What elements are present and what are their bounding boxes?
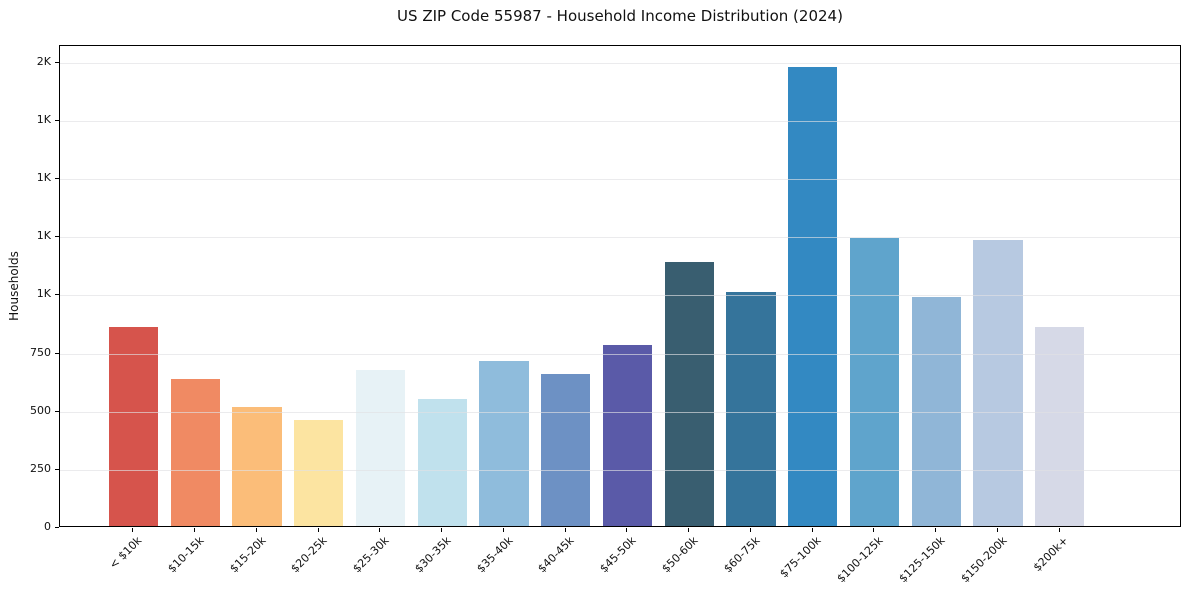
x-tick-label: $35-40k bbox=[473, 534, 516, 576]
x-tick-label: $15-20k bbox=[226, 534, 269, 576]
gridline-1K bbox=[60, 120, 1180, 122]
x-tick-mark bbox=[996, 528, 998, 532]
x-tick-mark bbox=[317, 528, 319, 532]
y-tick-mark bbox=[55, 410, 59, 412]
x-tick-label: $60-75k bbox=[720, 534, 763, 576]
x-tick-label: $10-15k bbox=[165, 534, 207, 576]
y-tick-label: 1K bbox=[36, 171, 51, 185]
bar-$125-150k bbox=[911, 296, 961, 526]
x-tick-label: $30-35k bbox=[412, 534, 454, 576]
gridline-750 bbox=[60, 353, 1180, 355]
plot-area bbox=[59, 45, 1181, 527]
x-tick-label: $25-30k bbox=[350, 534, 392, 576]
x-tick-mark bbox=[255, 528, 257, 532]
x-tick-label: $150-200k bbox=[958, 534, 1010, 586]
x-tick-mark bbox=[194, 528, 196, 532]
gridline-250 bbox=[60, 469, 1180, 471]
x-tick-mark bbox=[935, 528, 937, 532]
bar-$35-40k bbox=[479, 360, 529, 526]
bar-< $10k bbox=[108, 326, 159, 526]
y-tick-label: 250 bbox=[30, 461, 51, 475]
y-axis-label: Households bbox=[7, 251, 21, 321]
x-tick-mark bbox=[1058, 528, 1060, 532]
y-tick-mark bbox=[55, 352, 59, 354]
y-tick-label: 0 bbox=[44, 520, 51, 533]
gridline-1K bbox=[60, 295, 1180, 297]
bar-$50-60k bbox=[664, 261, 714, 526]
y-tick-mark bbox=[55, 178, 59, 180]
bar-$15-20k bbox=[232, 407, 282, 526]
x-tick-label: $45-50k bbox=[597, 534, 639, 576]
bar-$150-200k bbox=[973, 240, 1023, 526]
bar-$40-45k bbox=[541, 373, 591, 526]
y-tick-mark bbox=[55, 61, 59, 63]
gridline-1K bbox=[60, 237, 1180, 239]
x-tick-label: $50-60k bbox=[659, 534, 701, 576]
y-tick-mark bbox=[55, 119, 59, 121]
y-tick-mark bbox=[55, 468, 59, 470]
y-tick-label: 750 bbox=[30, 345, 51, 359]
x-tick-label: $20-25k bbox=[288, 534, 330, 576]
x-tick-label: $200k+ bbox=[1030, 534, 1071, 575]
x-tick-mark bbox=[132, 528, 134, 532]
x-tick-mark bbox=[811, 528, 813, 532]
x-tick-label: $40-45k bbox=[535, 534, 577, 576]
y-tick-label: 1K bbox=[36, 112, 51, 126]
x-tick-mark bbox=[441, 528, 443, 532]
y-tick-label: 1K bbox=[36, 287, 51, 301]
bar-$10-15k bbox=[170, 379, 220, 526]
x-tick-label: < $10k bbox=[107, 534, 145, 572]
x-tick-mark bbox=[379, 528, 381, 532]
bar-$25-30k bbox=[355, 370, 406, 526]
x-tick-label: $75-100k bbox=[777, 534, 824, 581]
x-tick-mark bbox=[564, 528, 566, 532]
bar-$45-50k bbox=[602, 345, 653, 526]
gridline-2K bbox=[60, 62, 1180, 64]
y-tick-label: 500 bbox=[30, 403, 51, 417]
bar-$75-100k bbox=[788, 67, 838, 526]
x-tick-mark bbox=[626, 528, 628, 532]
x-tick-mark bbox=[749, 528, 751, 532]
y-tick-mark bbox=[55, 294, 59, 296]
x-tick-label: $125-150k bbox=[896, 534, 948, 586]
x-tick-label: $100-125k bbox=[834, 534, 886, 586]
bar-$100-125k bbox=[849, 238, 900, 526]
gridline-1K bbox=[60, 179, 1180, 181]
y-tick-label: 2K bbox=[36, 54, 51, 68]
x-tick-mark bbox=[688, 528, 690, 532]
y-tick-mark bbox=[55, 527, 59, 528]
bar-$20-25k bbox=[294, 419, 344, 526]
bar-$200k+ bbox=[1035, 326, 1085, 526]
chart-title: US ZIP Code 55987 - Household Income Dis… bbox=[397, 7, 843, 25]
bar-$60-75k bbox=[726, 292, 776, 526]
y-tick-mark bbox=[55, 236, 59, 238]
y-tick-label: 1K bbox=[36, 229, 51, 243]
x-tick-mark bbox=[873, 528, 875, 532]
x-tick-mark bbox=[502, 528, 504, 532]
bar-$30-35k bbox=[417, 399, 467, 526]
gridline-500 bbox=[60, 411, 1180, 413]
